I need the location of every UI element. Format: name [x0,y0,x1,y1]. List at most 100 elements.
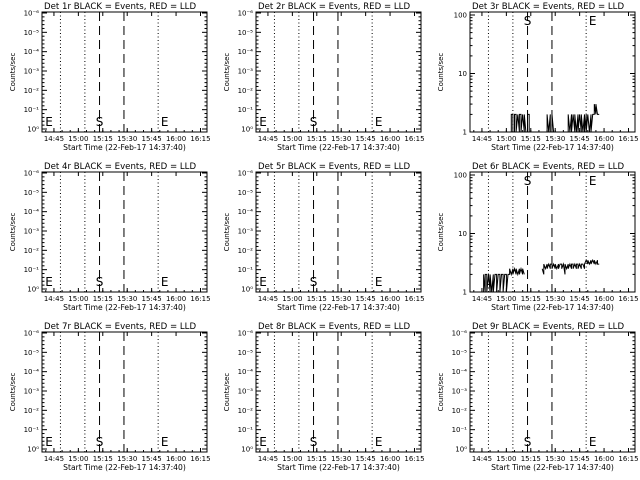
x-tick-label: 14:45 [258,295,278,303]
panel-title: Det 8r BLACK = Events, RED = LLD [258,322,410,332]
chart-panel-9: Det 9r BLACK = Events, RED = LLD 14:45 15:… [437,322,639,472]
y-tick-label: 10⁻⁴ [24,48,40,56]
y-tick-label: 10⁻¹ [238,106,254,114]
chart-panel-8: Det 8r BLACK = Events, RED = LLD 14:45 15:… [223,322,425,472]
y-tick-label: 10⁰ [241,126,253,134]
x-axis-label: Start Time (22-Feb-17 14:37:40) [63,143,186,152]
x-tick-label: 15:45 [570,295,590,303]
panel-title: Det 5r BLACK = Events, RED = LLD [258,162,410,172]
plot-frame [255,11,422,133]
y-axis-label: Counts/sec [9,53,17,92]
end-marker: E [259,435,267,449]
y-tick-label: 10⁰ [241,286,253,294]
start-marker: S [524,174,532,188]
start-marker: S [524,435,532,449]
end-marker: E [45,275,53,289]
y-tick-label: 10⁻¹ [238,266,254,274]
x-tick-label: 16:00 [380,295,400,303]
y-tick-label: 10⁻⁴ [238,48,254,56]
y-tick-label: 1 [463,289,467,297]
x-tick-label: 16:00 [380,455,400,463]
y-tick-label: 10⁻⁵ [238,349,254,357]
x-tick-label: 16:15 [618,295,638,303]
y-tick-label: 10⁻⁶ [452,330,468,338]
x-tick-label: 16:00 [594,135,614,143]
end-marker: E [375,435,383,449]
panel-title: Det 1r BLACK = Events, RED = LLD [44,2,196,12]
x-tick-label: 15:15 [307,295,327,303]
panel-title: Det 6r BLACK = Events, RED = LLD [472,162,624,172]
y-tick-label: 10⁻⁴ [24,368,40,376]
y-tick-label: 10⁻¹ [24,106,40,114]
x-tick-label: 15:45 [142,295,162,303]
y-tick-label: 10⁻⁶ [238,330,254,338]
x-tick-label: 15:00 [496,455,516,463]
end-marker: E [375,115,383,129]
x-tick-label: 16:15 [190,135,210,143]
y-tick-label: 10⁻³ [238,388,254,396]
x-tick-label: 15:00 [282,295,302,303]
x-tick-label: 14:45 [44,455,64,463]
y-tick-label: 10⁻² [24,87,40,95]
start-marker: S [96,115,104,129]
start-marker: S [310,115,318,129]
x-tick-label: 15:45 [356,295,376,303]
panel-title: Det 2r BLACK = Events, RED = LLD [258,2,410,12]
x-tick-label: 16:15 [618,135,638,143]
panel-title: Det 4r BLACK = Events, RED = LLD [44,162,196,172]
y-tick-label: 10⁻⁶ [24,330,40,338]
end-marker: E [589,174,597,188]
panel-title: Det 9r BLACK = Events, RED = LLD [472,322,624,332]
y-tick-label: 10⁻⁵ [24,29,40,37]
x-tick-label: 15:30 [331,295,351,303]
x-tick-label: 16:15 [404,295,424,303]
start-marker: S [524,14,532,28]
x-tick-label: 15:30 [117,455,137,463]
y-tick-label: 10⁻¹ [238,426,254,434]
plot-frame [469,331,636,453]
y-tick-label: 10⁻³ [238,228,254,236]
x-axis-label: Start Time (22-Feb-17 14:37:40) [491,463,614,472]
y-tick-label: 10⁻⁶ [238,170,254,178]
start-marker: S [310,275,318,289]
x-tick-label: 14:45 [472,135,492,143]
y-tick-label: 10⁻³ [24,68,40,76]
chart-panel-7: Det 7r BLACK = Events, RED = LLD 14:45 15:… [9,322,211,472]
start-marker: S [96,275,104,289]
x-tick-label: 16:15 [618,455,638,463]
x-axis-label: Start Time (22-Feb-17 14:37:40) [491,143,614,152]
y-tick-label: 10⁰ [455,446,467,454]
y-tick-label: 10⁻² [452,407,468,415]
y-tick-label: 10⁻⁵ [24,349,40,357]
start-marker: S [96,435,104,449]
x-tick-label: 15:15 [521,135,541,143]
x-tick-label: 15:30 [331,135,351,143]
x-tick-label: 15:45 [142,455,162,463]
panel-title: Det 7r BLACK = Events, RED = LLD [44,322,196,332]
y-tick-label: 10⁰ [27,446,39,454]
x-tick-label: 16:15 [404,135,424,143]
chart-panel-6: Det 6r BLACK = Events, RED = LLD 14:45 15:… [437,162,639,312]
x-tick-label: 14:45 [258,135,278,143]
y-tick-label: 10⁻⁶ [238,10,254,18]
y-tick-label: 10⁰ [241,446,253,454]
end-marker: E [589,435,597,449]
event-rate-series [483,258,600,293]
y-tick-label: 10⁻⁴ [24,208,40,216]
x-axis-label: Start Time (22-Feb-17 14:37:40) [63,463,186,472]
y-axis-label: Counts/sec [223,53,231,92]
y-tick-label: 10⁻⁴ [238,368,254,376]
x-tick-label: 15:15 [307,135,327,143]
y-tick-label: 10⁰ [27,286,39,294]
chart-panel-3: Det 3r BLACK = Events, RED = LLD 14:45 15:… [437,2,639,152]
y-tick-label: 10⁻² [24,407,40,415]
y-tick-label: 10⁻⁵ [238,189,254,197]
y-tick-label: 10⁻² [238,407,254,415]
x-axis-label: Start Time (22-Feb-17 14:37:40) [63,303,186,312]
y-tick-label: 10⁻⁶ [24,170,40,178]
end-marker: E [589,14,597,28]
chart-panel-1: Det 1r BLACK = Events, RED = LLD 14:45 15:… [9,2,211,152]
y-tick-label: 100 [454,172,467,180]
x-tick-label: 15:30 [545,135,565,143]
y-tick-label: 1 [463,129,467,137]
